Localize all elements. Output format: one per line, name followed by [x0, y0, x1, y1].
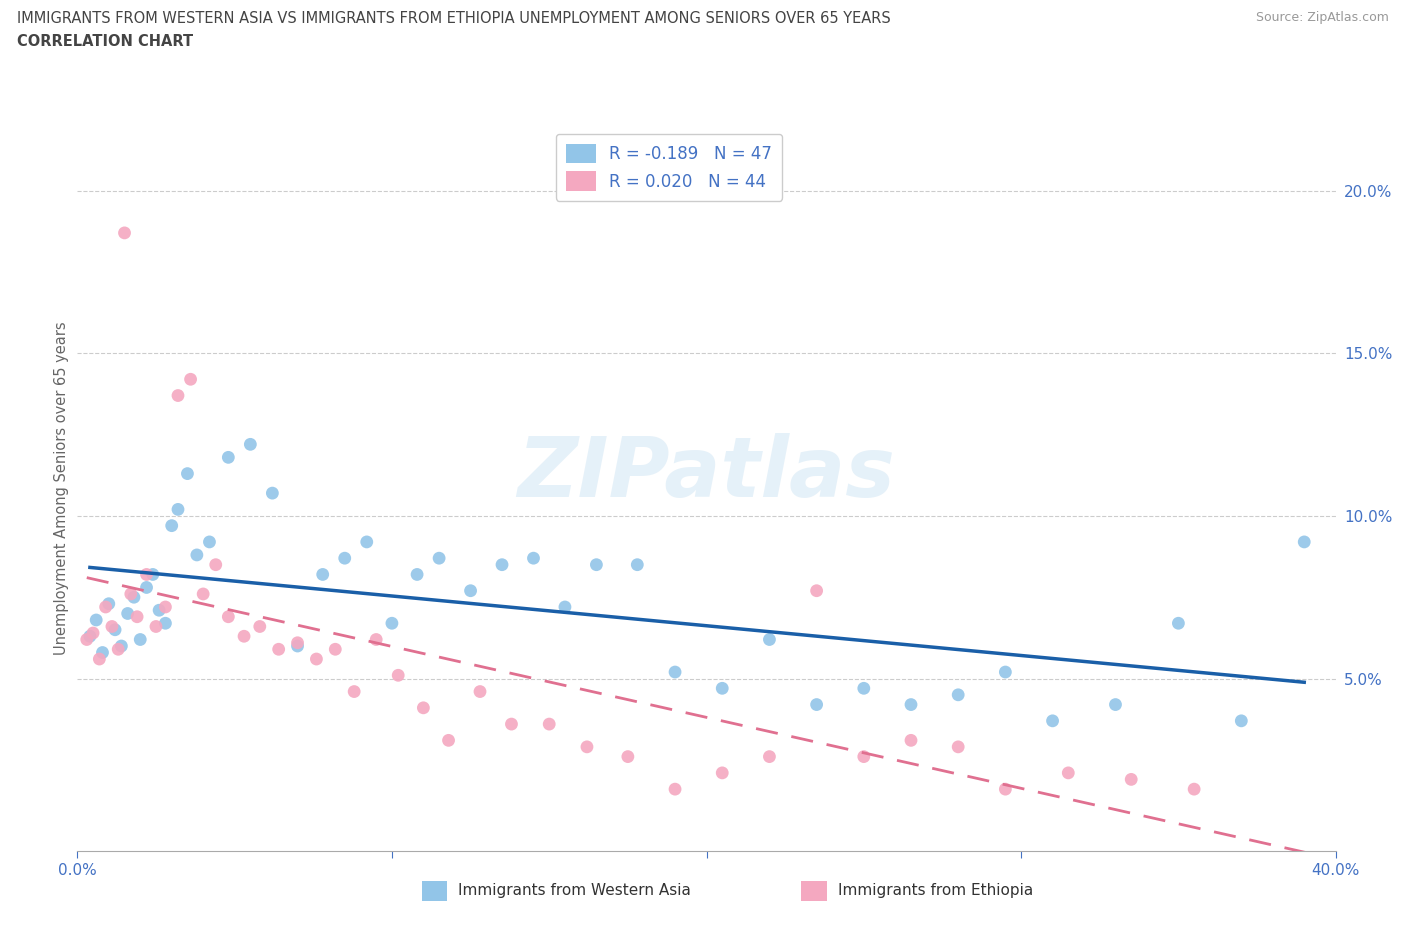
Point	[806, 583, 828, 598]
Point	[249, 619, 271, 634]
Point	[135, 567, 157, 582]
Point	[127, 609, 149, 624]
Point	[711, 681, 734, 696]
Point	[198, 535, 221, 550]
Point	[117, 606, 139, 621]
Text: CORRELATION CHART: CORRELATION CHART	[17, 34, 193, 49]
Point	[91, 645, 114, 660]
Point	[191, 587, 215, 602]
Point	[806, 698, 828, 712]
Point	[239, 437, 262, 452]
Point	[491, 557, 513, 572]
Point	[412, 700, 434, 715]
Point	[852, 681, 875, 696]
Point	[1230, 713, 1253, 728]
Point	[356, 535, 378, 550]
Point	[262, 485, 284, 500]
Point	[148, 603, 170, 618]
Point	[204, 557, 226, 572]
Point	[1121, 772, 1143, 787]
Point	[305, 652, 328, 667]
Point	[145, 619, 167, 634]
Point	[758, 750, 780, 764]
Point	[267, 642, 290, 657]
Point	[900, 733, 922, 748]
Point	[994, 665, 1017, 680]
Point	[1167, 616, 1189, 631]
Text: Immigrants from Western Asia: Immigrants from Western Asia	[458, 884, 692, 898]
Point	[575, 739, 598, 754]
Point	[427, 551, 450, 565]
Point	[142, 567, 165, 582]
Point	[460, 583, 482, 598]
Point	[664, 665, 686, 680]
Point	[948, 687, 970, 702]
Point	[97, 596, 120, 611]
Point	[381, 616, 404, 631]
Point	[387, 668, 409, 683]
Point	[312, 567, 335, 582]
Text: Source: ZipAtlas.com: Source: ZipAtlas.com	[1256, 11, 1389, 24]
Point	[89, 652, 111, 667]
Point	[180, 372, 202, 387]
Point	[585, 557, 607, 572]
Point	[101, 619, 124, 634]
Point	[110, 639, 132, 654]
Point	[664, 782, 686, 797]
Text: Immigrants from Ethiopia: Immigrants from Ethiopia	[838, 884, 1033, 898]
Point	[1294, 535, 1316, 550]
Point	[217, 609, 239, 624]
Point	[501, 717, 523, 732]
Point	[366, 632, 388, 647]
Point	[76, 632, 98, 647]
Point	[160, 518, 183, 533]
Point	[468, 684, 491, 699]
Point	[626, 557, 648, 572]
Point	[155, 616, 177, 631]
Point	[1057, 765, 1080, 780]
Point	[617, 750, 640, 764]
Point	[287, 639, 309, 654]
Point	[122, 590, 145, 604]
Legend: R = -0.189   N = 47, R = 0.020   N = 44: R = -0.189 N = 47, R = 0.020 N = 44	[555, 134, 782, 201]
Point	[167, 502, 190, 517]
Point	[711, 765, 734, 780]
Point	[554, 600, 576, 615]
Point	[406, 567, 429, 582]
Point	[107, 642, 129, 657]
Point	[82, 626, 104, 641]
Point	[287, 635, 309, 650]
Point	[186, 548, 208, 563]
Point	[323, 642, 346, 657]
Point	[94, 600, 117, 615]
Point	[333, 551, 356, 565]
Point	[852, 750, 875, 764]
Point	[1042, 713, 1064, 728]
Point	[948, 739, 970, 754]
Point	[79, 629, 101, 644]
Point	[84, 613, 107, 628]
Point	[135, 580, 157, 595]
Point	[343, 684, 366, 699]
Point	[233, 629, 256, 644]
Point	[217, 450, 239, 465]
Text: ZIPatlas: ZIPatlas	[517, 433, 896, 514]
Point	[155, 600, 177, 615]
Text: IMMIGRANTS FROM WESTERN ASIA VS IMMIGRANTS FROM ETHIOPIA UNEMPLOYMENT AMONG SENI: IMMIGRANTS FROM WESTERN ASIA VS IMMIGRAN…	[17, 11, 890, 26]
Point	[167, 388, 190, 403]
Point	[176, 466, 198, 481]
Point	[900, 698, 922, 712]
Point	[437, 733, 460, 748]
Point	[120, 587, 142, 602]
Point	[758, 632, 780, 647]
Point	[1104, 698, 1126, 712]
Point	[1182, 782, 1205, 797]
Point	[129, 632, 152, 647]
Point	[522, 551, 544, 565]
Point	[994, 782, 1017, 797]
Point	[104, 622, 127, 637]
Point	[538, 717, 561, 732]
Point	[114, 225, 136, 240]
Y-axis label: Unemployment Among Seniors over 65 years: Unemployment Among Seniors over 65 years	[53, 322, 69, 655]
